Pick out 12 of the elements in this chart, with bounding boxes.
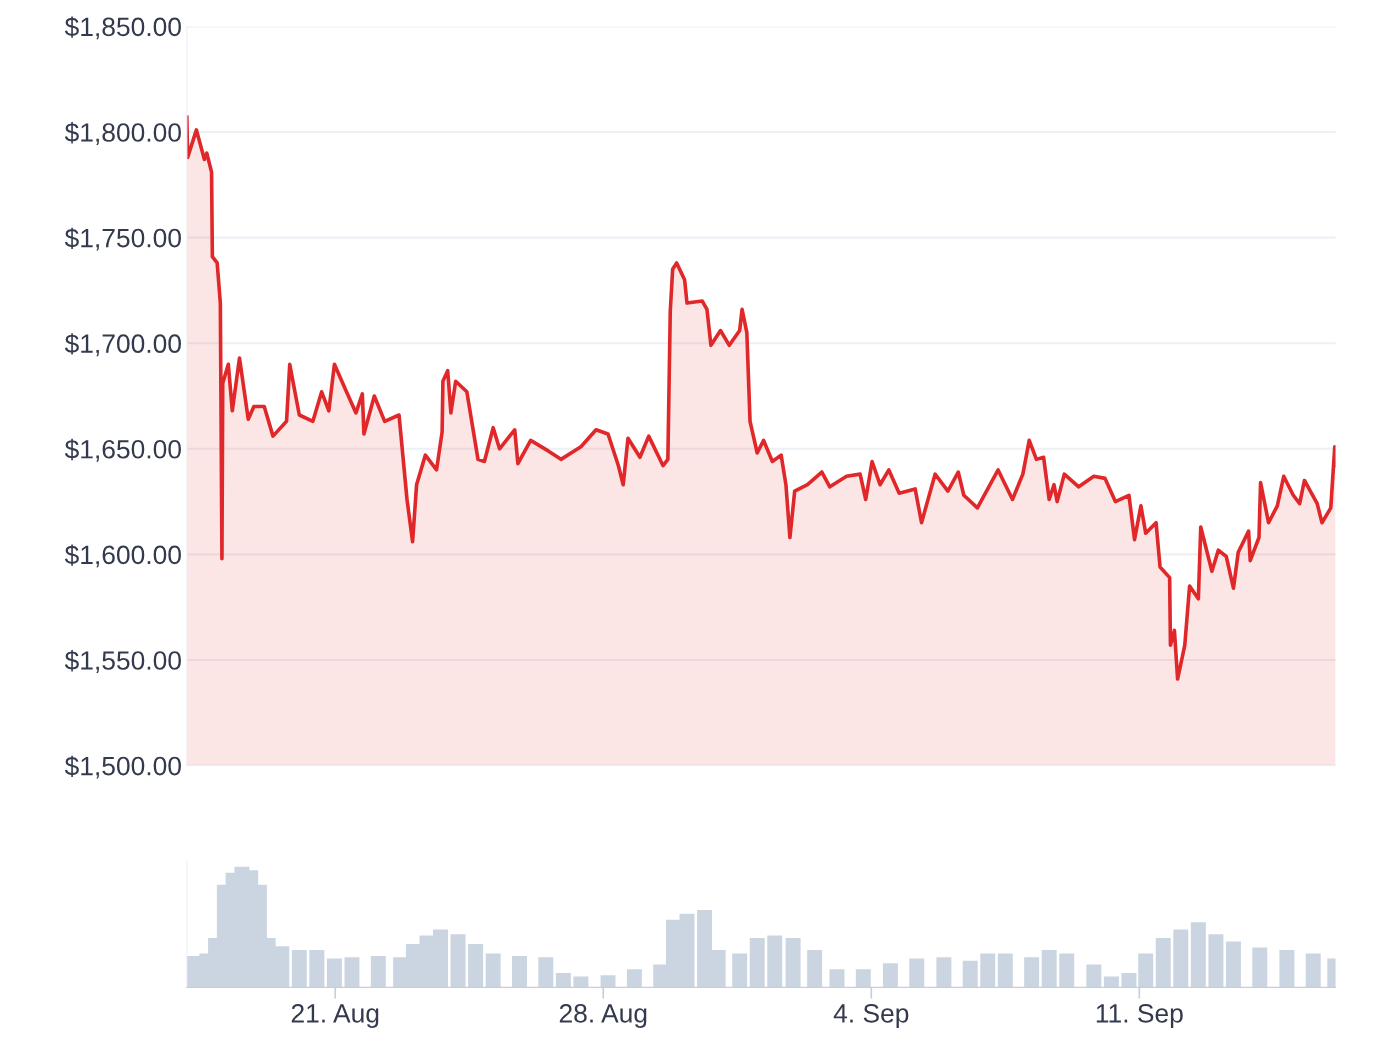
y-tick-label: $1,500.00 xyxy=(64,755,181,779)
y-tick-label: $1,700.00 xyxy=(64,333,181,357)
x-tick-label: 4. Sep xyxy=(833,1004,909,1028)
x-tick-label: 21. Aug xyxy=(291,1004,379,1028)
y-tick-label: $1,850.00 xyxy=(64,16,181,40)
x-tick-label: 11. Sep xyxy=(1096,1004,1183,1028)
y-tick-label: $1,600.00 xyxy=(64,544,181,568)
y-tick-label: $1,750.00 xyxy=(64,227,181,251)
y-tick-label: $1,650.00 xyxy=(64,438,181,462)
x-tick-label: 28. Aug xyxy=(559,1004,647,1028)
y-tick-label: $1,800.00 xyxy=(64,122,181,145)
y-tick-label: $1,550.00 xyxy=(64,650,181,673)
